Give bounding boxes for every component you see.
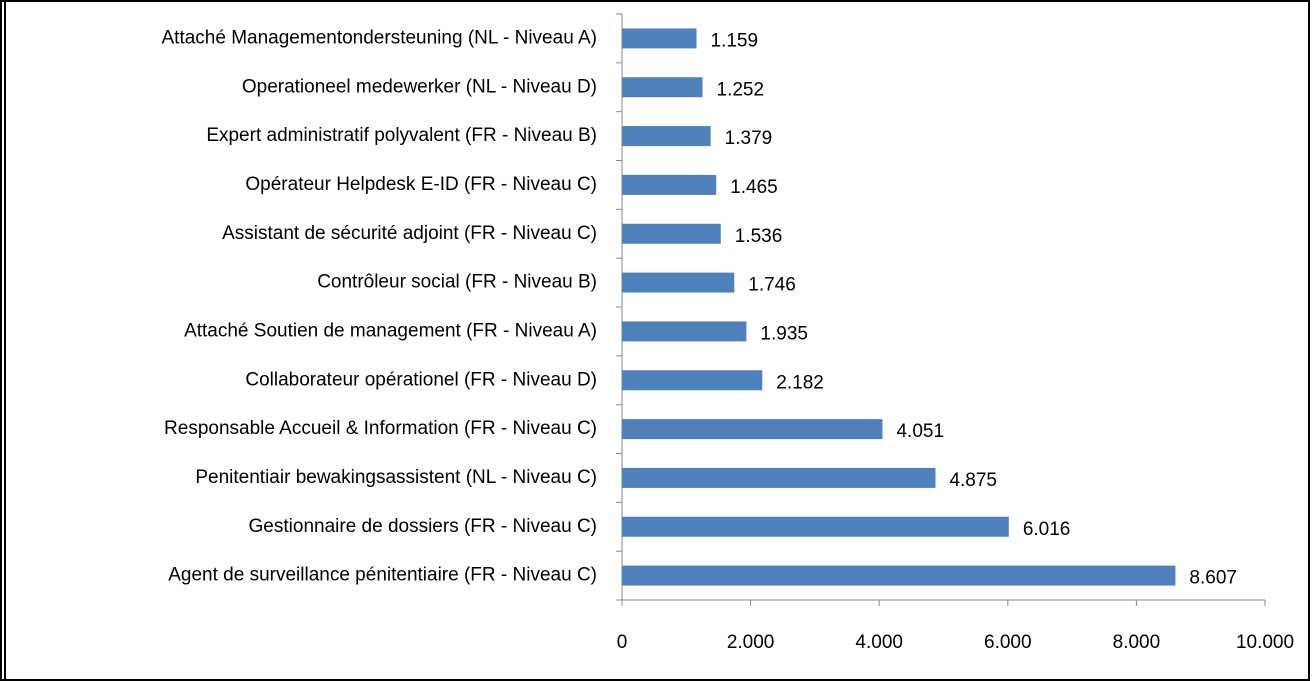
y-tick-label: Contrôleur social (FR - Niveau B) xyxy=(317,272,597,293)
y-tick-label: Penitentiair bewakingsassistent (NL - Ni… xyxy=(195,467,597,488)
x-tick-label: 4.000 xyxy=(855,632,903,653)
y-tick-label: Expert administratif polyvalent (FR - Ni… xyxy=(206,125,597,146)
y-tick-label: Operationeel medewerker (NL - Niveau D) xyxy=(242,76,597,97)
value-label: 4.051 xyxy=(896,421,944,442)
value-label: 1.935 xyxy=(760,323,808,344)
value-label: 1.252 xyxy=(717,79,765,100)
bar xyxy=(622,28,697,49)
x-tick-label: 6.000 xyxy=(984,632,1032,653)
value-label: 1.379 xyxy=(725,128,773,149)
y-tick-label: Gestionnaire de dossiers (FR - Niveau C) xyxy=(249,516,597,537)
bar xyxy=(622,272,735,293)
y-tick-label: Assistant de sécurité adjoint (FR - Nive… xyxy=(222,223,597,244)
bar xyxy=(622,516,1009,537)
y-tick-label: Responsable Accueil & Information (FR - … xyxy=(164,418,597,439)
value-label: 6.016 xyxy=(1023,519,1071,540)
value-label: 1.465 xyxy=(730,177,778,198)
value-label: 1.159 xyxy=(711,30,759,51)
x-tick-label: 2.000 xyxy=(727,632,775,653)
x-tick-label: 0 xyxy=(617,632,628,653)
bar xyxy=(622,174,717,195)
value-label: 2.182 xyxy=(776,372,824,393)
value-label: 1.746 xyxy=(748,275,796,296)
bar xyxy=(622,467,936,488)
bar xyxy=(622,223,721,244)
bar xyxy=(622,419,883,440)
x-tick-label: 10.000 xyxy=(1236,632,1294,653)
y-tick-label: Agent de surveillance pénitentiaire (FR … xyxy=(168,565,597,586)
bar xyxy=(622,321,747,342)
value-label: 1.536 xyxy=(735,226,783,247)
bar xyxy=(622,77,703,98)
x-tick-label: 8.000 xyxy=(1113,632,1161,653)
bar xyxy=(622,565,1176,586)
bar xyxy=(622,126,711,147)
value-label: 4.875 xyxy=(949,470,997,491)
y-tick-label: Opérateur Helpdesk E-ID (FR - Niveau C) xyxy=(245,174,597,195)
y-tick-label: Collaborateur opérationel (FR - Niveau D… xyxy=(245,369,597,390)
bar xyxy=(622,370,763,391)
y-tick-label: Attaché Soutien de management (FR - Nive… xyxy=(184,320,597,341)
y-tick-label: Attaché Managementondersteuning (NL - Ni… xyxy=(162,27,598,48)
value-label: 8.607 xyxy=(1189,568,1237,589)
